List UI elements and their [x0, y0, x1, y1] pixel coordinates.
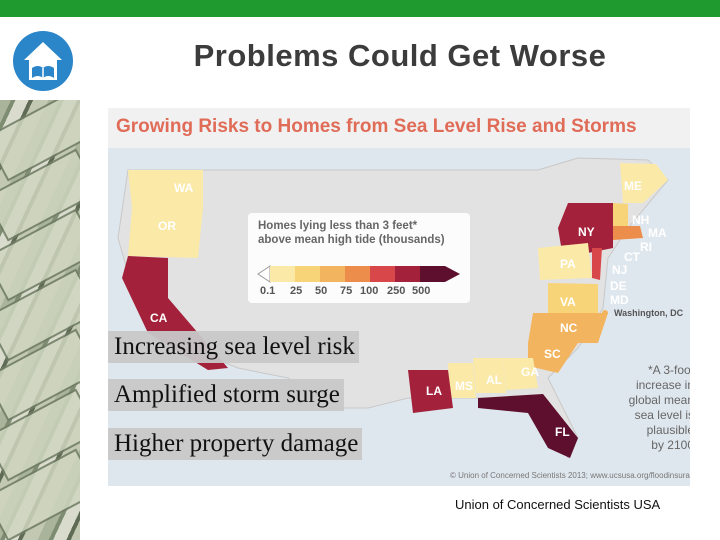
label-nj: NJ [612, 263, 627, 277]
label-nh: NH [632, 213, 649, 227]
legend-swatch [395, 266, 420, 282]
state-ga [503, 358, 538, 390]
label-me: ME [624, 179, 642, 193]
map-credit: © Union of Concerned Scientists 2013; ww… [450, 471, 690, 480]
legend-tick: 75 [340, 285, 353, 297]
slide-title: Problems Could Get Worse [193, 38, 607, 73]
label-pa: PA [560, 257, 576, 271]
state-or [128, 208, 203, 258]
label-al: AL [486, 373, 502, 387]
label-ct: CT [624, 250, 641, 264]
state-la [408, 370, 453, 413]
label-de: DE [610, 279, 627, 293]
legend-swatch [345, 266, 370, 282]
washington-dc-marker [602, 310, 608, 316]
state-va [548, 283, 598, 313]
state-ms [448, 363, 476, 398]
label-fl: FL [555, 425, 570, 439]
slide-source: Union of Concerned Scientists USA [455, 497, 661, 512]
caption-storm-surge: Amplified storm surge [108, 379, 344, 411]
label-ny: NY [578, 225, 595, 239]
legend-swatch [270, 266, 295, 282]
label-md: MD [610, 293, 629, 307]
label-ma: MA [648, 226, 667, 240]
legend-title: Homes lying less than 3 feet* above mean… [258, 220, 445, 246]
label-ri: RI [640, 240, 652, 254]
legend-tick: 50 [315, 285, 328, 297]
label-ga: GA [521, 365, 539, 379]
state-sc [528, 343, 578, 373]
top-accent-bar [0, 0, 720, 17]
legend-arrow-right [445, 266, 460, 282]
caption-property-damage: Higher property damage [108, 428, 363, 460]
legend-tick: 250 [387, 285, 406, 297]
label-wa: WA [174, 181, 194, 195]
legend-tick: 500 [412, 285, 431, 297]
state-nj [592, 248, 602, 280]
legend-arrow-left [257, 265, 271, 283]
sea-level-risk-map: WA OR CA ME NH MA RI CT NY NJ PA DE MD V… [108, 108, 690, 486]
legend-tick: 0.1 [260, 285, 276, 297]
legend-swatch [370, 266, 395, 282]
state-al [473, 358, 506, 393]
label-la: LA [426, 384, 442, 398]
state-fl [478, 394, 578, 458]
state-ma [613, 226, 643, 240]
legend-swatch [420, 266, 445, 282]
map-footnote: *A 3-foot increase in global mean sea le… [628, 363, 690, 452]
legend-swatch [295, 266, 320, 282]
legend-tick: 25 [290, 285, 303, 297]
house-book-icon [13, 31, 73, 91]
label-or: OR [158, 219, 176, 233]
washington-dc-label: Washington, DC [614, 308, 684, 318]
state-pa [538, 243, 592, 280]
state-nh [613, 203, 628, 226]
money-decoration [0, 100, 80, 540]
state-me [620, 163, 668, 203]
label-sc: SC [544, 347, 561, 361]
label-nc: NC [560, 321, 578, 335]
caption-sea-level-risk: Increasing sea level risk [108, 331, 359, 363]
label-ca: CA [150, 311, 168, 325]
state-ny [558, 203, 613, 258]
label-ms: MS [455, 379, 473, 393]
label-va: VA [560, 295, 576, 309]
state-nc [528, 313, 608, 343]
map-title: Growing Risks to Homes from Sea Level Ri… [116, 116, 637, 137]
map-legend: Homes lying less than 3 feet* above mean… [248, 213, 470, 303]
legend-tick: 100 [360, 285, 379, 297]
state-wa [128, 170, 203, 208]
legend-swatch [320, 266, 345, 282]
legend-color-scale [257, 265, 460, 283]
